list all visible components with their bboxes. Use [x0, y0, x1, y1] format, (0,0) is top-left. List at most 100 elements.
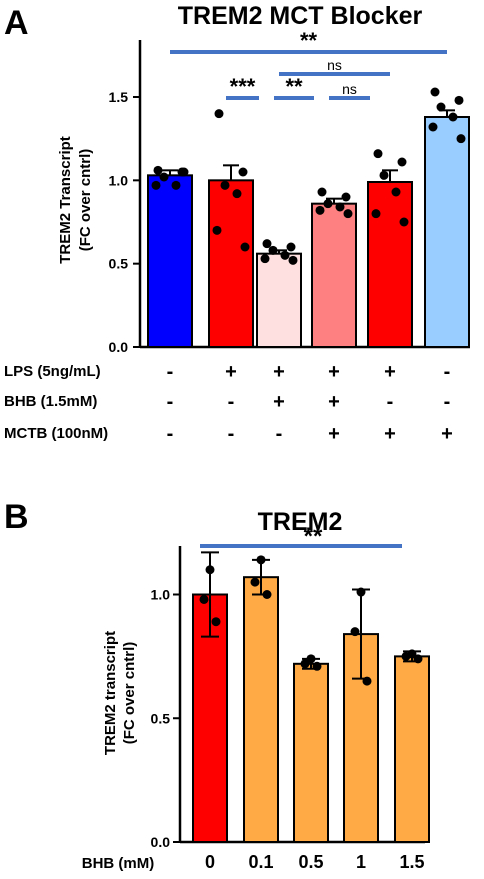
- data-point-a: [373, 149, 383, 159]
- condition-mark-a: -: [276, 423, 283, 445]
- condition-mark-a: +: [273, 361, 285, 383]
- data-point-a: [159, 172, 169, 182]
- data-point-a: [179, 167, 189, 177]
- data-point-a: [153, 165, 163, 175]
- significance-label-a: **: [300, 28, 318, 53]
- data-point-a: [371, 209, 381, 219]
- significance-label-a: ns: [327, 57, 342, 73]
- bar-a: [147, 174, 193, 348]
- data-point-a: [323, 199, 333, 209]
- data-point-a: [214, 109, 224, 119]
- data-point-a: [315, 205, 325, 215]
- y-tick-label-a: 1.5: [109, 89, 129, 105]
- bar-b: [293, 662, 329, 843]
- data-point-b: [401, 651, 411, 661]
- data-point-a: [151, 180, 161, 190]
- data-point-a: [399, 217, 409, 227]
- y-tick-label-b: 0.5: [151, 710, 171, 726]
- y-tick-label-b: 1.0: [151, 587, 171, 603]
- condition-mark-a: +: [273, 391, 285, 413]
- data-point-a: [262, 239, 272, 249]
- condition-mark-a: +: [225, 361, 237, 383]
- y-axis-label-a-line1: TREM2 Transcript: [57, 136, 74, 264]
- data-point-a: [454, 95, 464, 105]
- data-point-a: [430, 87, 440, 97]
- y-tick-label-a: 0.0: [109, 339, 129, 355]
- data-point-b: [211, 617, 221, 627]
- bar-a: [208, 179, 254, 348]
- condition-mark-a: -: [167, 361, 174, 383]
- data-point-a: [212, 225, 222, 235]
- data-point-a: [391, 187, 401, 197]
- bar-a: [256, 252, 302, 349]
- significance-label-a: ns: [342, 81, 357, 97]
- condition-mark-a: +: [328, 361, 340, 383]
- data-point-a: [268, 245, 278, 255]
- significance-label-a: **: [285, 74, 303, 99]
- data-point-a: [240, 242, 250, 252]
- bar-b: [243, 576, 279, 843]
- data-point-a: [220, 180, 230, 190]
- data-point-a: [280, 250, 290, 260]
- condition-mark-a: -: [444, 391, 451, 413]
- data-point-b: [300, 659, 310, 669]
- bar-a: [424, 116, 470, 348]
- data-point-a: [171, 180, 181, 190]
- chart-title-b: TREM2: [258, 508, 343, 536]
- x-axis-label-b: BHB (mM): [82, 855, 155, 872]
- bar-b: [394, 655, 430, 843]
- data-point-a: [343, 209, 353, 219]
- data-point-b: [205, 565, 215, 575]
- x-tick-label-b: 0.1: [248, 852, 273, 872]
- condition-mark-a: +: [384, 423, 396, 445]
- x-tick-label-b: 1: [356, 852, 366, 872]
- condition-mark-a: -: [228, 391, 235, 413]
- panel-label-a: A: [4, 4, 29, 42]
- condition-mark-a: +: [384, 361, 396, 383]
- condition-mark-a: -: [167, 423, 174, 445]
- condition-mark-a: -: [167, 391, 174, 413]
- bar-a: [311, 202, 357, 348]
- condition-mark-a: +: [441, 423, 453, 445]
- data-point-a: [428, 122, 438, 132]
- chart-a: A TREM2 MCT Blocker TREM2 Transcript (FC…: [4, 2, 470, 445]
- data-point-b: [356, 587, 366, 597]
- data-point-a: [456, 134, 466, 144]
- significance-label-a: ***: [230, 74, 256, 99]
- data-point-b: [350, 627, 360, 637]
- y-axis-label-b-line2: (FC over cntrl): [121, 642, 138, 745]
- data-point-a: [341, 192, 351, 202]
- data-point-a: [448, 112, 458, 122]
- data-point-b: [262, 590, 272, 599]
- condition-mark-a: -: [444, 361, 451, 383]
- y-axis-label-a-line2: (FC over cntrl): [77, 149, 94, 252]
- data-point-b: [306, 654, 316, 664]
- x-tick-label-b: 0: [205, 852, 215, 872]
- data-point-a: [397, 157, 407, 167]
- data-point-a: [317, 187, 327, 197]
- data-point-b: [250, 577, 260, 587]
- data-point-a: [232, 189, 242, 199]
- data-point-a: [379, 170, 389, 180]
- condition-label-a: BHB (1.5mM): [4, 393, 97, 410]
- condition-mark-a: -: [228, 423, 235, 445]
- y-tick-label-b: 0.0: [151, 834, 171, 850]
- y-tick-label-a: 1.0: [109, 172, 129, 188]
- data-point-b: [312, 661, 322, 671]
- data-point-b: [256, 555, 266, 565]
- condition-label-a: MCTB (100nM): [4, 425, 108, 442]
- y-tick-label-a: 0.5: [109, 256, 129, 272]
- condition-label-a: LPS (5ng/mL): [4, 363, 101, 380]
- data-point-a: [288, 255, 298, 265]
- x-tick-label-b: 1.5: [399, 852, 424, 872]
- data-point-a: [335, 202, 345, 212]
- y-axis-label-b-line1: TREM2 transcript: [102, 631, 119, 755]
- data-point-a: [260, 254, 270, 264]
- condition-mark-a: +: [328, 423, 340, 445]
- x-tick-label-b: 0.5: [298, 852, 323, 872]
- data-point-a: [238, 167, 248, 177]
- data-point-b: [199, 594, 209, 604]
- panel-label-b: B: [4, 498, 29, 536]
- data-point-b: [362, 676, 372, 686]
